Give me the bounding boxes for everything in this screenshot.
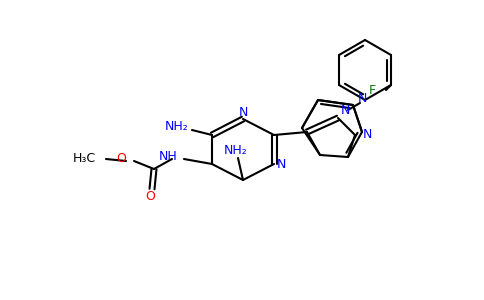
Text: NH₂: NH₂: [224, 143, 248, 157]
Text: N: N: [341, 103, 350, 116]
Text: N: N: [363, 128, 372, 142]
Text: H₃C: H₃C: [73, 152, 96, 164]
Text: NH₂: NH₂: [165, 121, 189, 134]
Text: F: F: [369, 83, 376, 97]
Text: O: O: [116, 152, 126, 164]
Text: N: N: [238, 106, 248, 119]
Text: N: N: [358, 92, 367, 106]
Text: N: N: [276, 158, 286, 170]
Text: O: O: [145, 190, 155, 203]
Text: NH: NH: [159, 149, 178, 163]
